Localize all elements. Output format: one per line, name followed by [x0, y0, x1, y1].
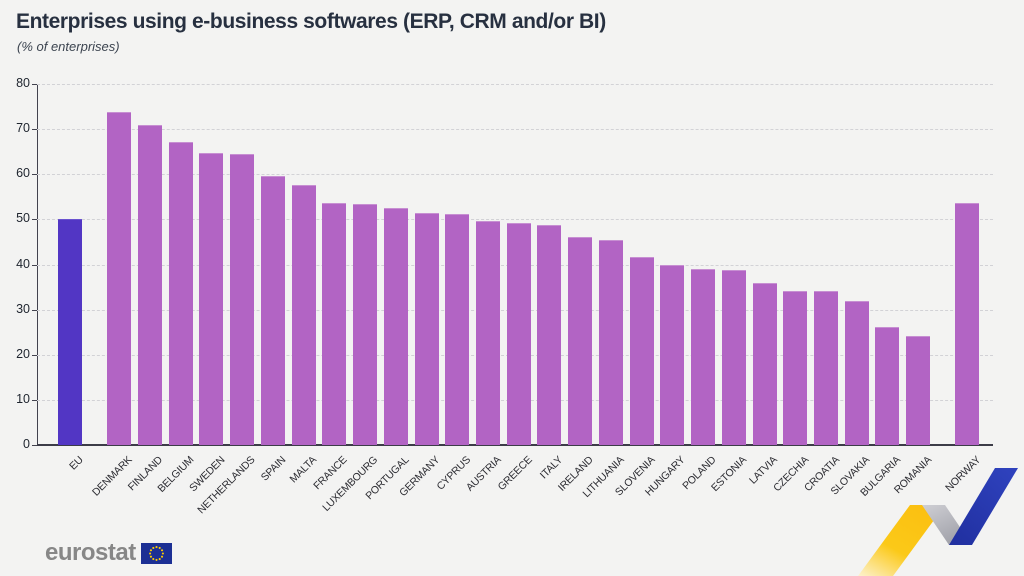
bar-sweden — [199, 153, 224, 445]
y-axis-label-40: 40 — [16, 256, 30, 271]
bar-croatia — [814, 290, 839, 445]
x-axis-label-eu: EU — [66, 454, 86, 473]
x-axis-labels: EU DENMARK FINLAND BELGIUM SWEDEN NETHERLANDS… — [37, 446, 993, 556]
y-tick-10 — [32, 399, 37, 401]
y-tick-20 — [32, 354, 37, 356]
gridline-50 — [37, 219, 993, 221]
y-tick-60 — [32, 174, 37, 176]
y-axis-label-60: 60 — [16, 166, 30, 181]
y-axis-label-70: 70 — [16, 121, 30, 136]
y-axis-label-20: 20 — [16, 346, 30, 361]
bar-ireland — [568, 236, 593, 445]
bar-czechia — [783, 290, 808, 445]
chart-subtitle: (% of enterprises) — [17, 39, 120, 54]
y-axis-label-30: 30 — [16, 301, 30, 316]
eurostat-wordmark: eurostat — [45, 539, 136, 566]
y-axis-label-80: 80 — [16, 76, 30, 90]
bar-hungary — [660, 264, 685, 445]
bar-denmark — [107, 112, 132, 445]
y-tick-30 — [32, 309, 37, 311]
y-tick-50 — [32, 219, 37, 221]
y-axis-label-50: 50 — [16, 211, 30, 226]
bar-lithuania — [598, 240, 623, 445]
eurostat-logo: eurostat — [45, 541, 172, 565]
y-axis-label-10: 10 — [16, 391, 30, 406]
bar-norway — [955, 203, 980, 445]
bar-luxembourg — [353, 203, 378, 445]
bar-austria — [475, 221, 500, 445]
bar-italy — [537, 224, 562, 445]
y-tick-80 — [32, 84, 37, 85]
x-axis-label-italy: ITALY — [537, 454, 565, 482]
x-axis-label-norway: NORWAY — [942, 454, 983, 495]
bar-malta — [291, 185, 316, 445]
bar-eu — [58, 219, 82, 445]
y-axis-label-0: 0 — [23, 437, 30, 451]
x-axis-label-denmark: DENMARK — [90, 454, 135, 499]
x-axis-line — [37, 444, 993, 446]
bar-belgium — [168, 141, 193, 445]
bar-slovenia — [629, 257, 654, 445]
x-axis-label-spain: SPAIN — [258, 454, 289, 484]
bar-greece — [506, 223, 531, 445]
eu-flag-icon — [140, 542, 172, 564]
plot-area: 0 10 20 30 40 50 60 70 80 — [16, 76, 993, 451]
gridline-60 — [37, 174, 993, 176]
y-tick-0 — [32, 445, 37, 446]
bar-france — [322, 202, 347, 445]
bar-slovakia — [844, 300, 869, 445]
bar-bulgaria — [875, 327, 900, 445]
bar-netherlands — [230, 154, 255, 445]
bar-latvia — [752, 283, 777, 445]
bar-finland — [137, 125, 162, 445]
gridline-80 — [37, 84, 993, 85]
bar-portugal — [383, 208, 408, 445]
bar-germany — [414, 213, 439, 445]
chart-title: Enterprises using e-business softwares (… — [16, 10, 606, 33]
gridline-70 — [37, 129, 993, 131]
bar-spain — [260, 175, 285, 445]
bar-cyprus — [445, 213, 470, 445]
y-tick-70 — [32, 129, 37, 131]
bar-poland — [691, 268, 716, 445]
y-tick-40 — [32, 264, 37, 266]
bar-romania — [906, 335, 931, 445]
bar-estonia — [721, 270, 746, 445]
